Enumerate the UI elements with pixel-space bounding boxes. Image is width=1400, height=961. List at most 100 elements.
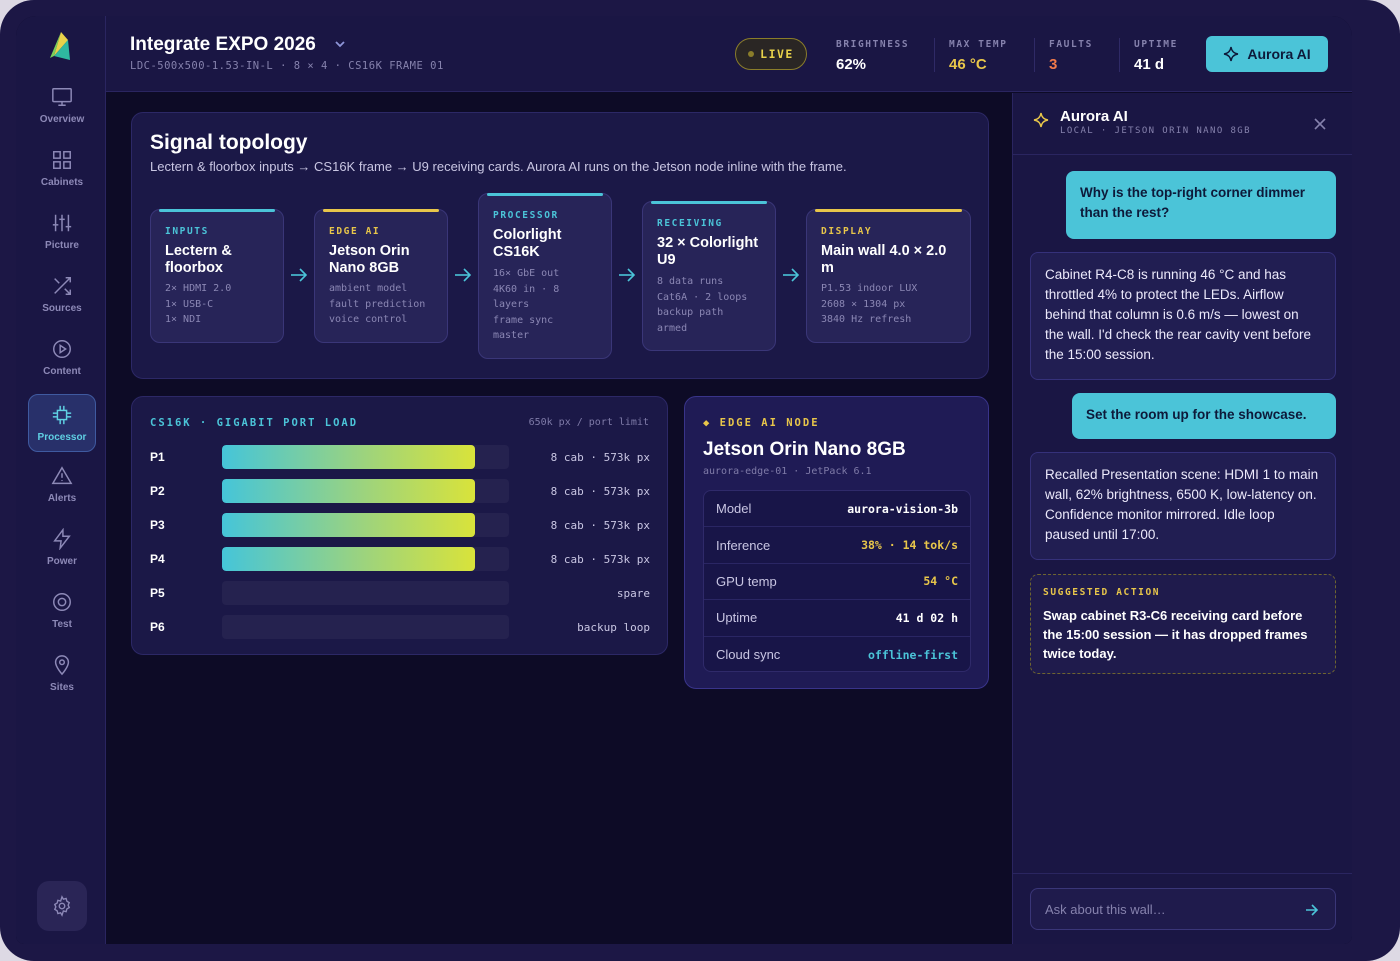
port-name: P6 [150,620,165,634]
signal-topology-card: Signal topology Lectern & floorbox input… [131,112,989,379]
play-circle-icon [53,339,71,358]
edge-ai-node-header-label: EDGE AI NODE [719,417,820,429]
sidebar-item-overview[interactable]: Overview [28,76,96,134]
node-tag: INPUTS [165,226,209,237]
node-accent-bar [159,209,275,212]
gear-icon [53,895,71,917]
sidebar: Overview Cabinets Picture Sources Conten… [16,16,106,944]
topology-node-inputs[interactable]: INPUTS Lectern & floorbox 2× HDMI 2.0 1×… [150,209,284,343]
arrow-right-icon [455,268,472,282]
grid-icon [53,150,71,169]
property-value: aurora-vision-3b [847,501,958,516]
suggested-action-label: SUGGESTED ACTION [1043,587,1161,598]
node-detail: 2× HDMI 2.0 1× USB-C 1× NDI [165,283,232,325]
topology-node-edge-ai[interactable]: EDGE AI Jetson Orin Nano 8GB ambient mod… [314,209,448,343]
sidebar-item-content[interactable]: Content [28,328,96,386]
ai-panel-subtitle: LOCAL · JETSON ORIN NANO 8GB [1060,126,1251,136]
sidebar-item-test[interactable]: Test [28,581,96,639]
warning-icon [51,465,73,484]
ai-panel-header: Aurora AI LOCAL · JETSON ORIN NANO 8GB [1013,93,1352,155]
port-row: P3 8 cab · 573k px [150,513,650,537]
port-load-limit: 650k px / port limit [528,417,649,428]
node-tag: RECEIVING [657,218,723,229]
sidebar-item-label: Overview [39,113,85,125]
node-title: Lectern & floorbox [165,243,232,276]
port-load-bar [222,513,475,537]
stat-divider [1034,38,1035,72]
topology-subtitle: Lectern & floorbox inputs → CS16K frame … [150,159,847,174]
sidebar-item-processor[interactable]: Processor [28,394,96,452]
sidebar-item-sites[interactable]: Sites [28,644,96,702]
port-load-title: CS16K · GIGABIT PORT LOAD [150,417,359,429]
node-tag: EDGE AI [329,226,381,237]
property-key: Model [716,501,752,517]
node-title: Main wall 4.0 × 2.0 m [821,243,947,276]
port-name: P3 [150,518,165,532]
stat-max-temp: MAX TEMP 46 °C [949,39,1008,73]
stat-uptime: UPTIME 41 d [1134,39,1178,73]
close-icon[interactable] [1313,117,1327,131]
port-load-value: 8 cab · 573k px [550,451,650,464]
sidebar-item-label: Power [46,555,77,567]
aurora-ai-button[interactable]: Aurora AI [1206,36,1328,72]
port-load-bar [222,479,475,503]
project-title[interactable]: Integrate EXPO 2026 [130,34,316,55]
app-screen: Overview Cabinets Picture Sources Conten… [16,16,1352,944]
top-header: Integrate EXPO 2026 LDC-500x500-1.53-IN-… [106,16,1352,92]
edge-node-title: Jetson Orin Nano 8GB [703,439,906,460]
sidebar-item-power[interactable]: Power [28,518,96,576]
sidebar-item-alerts[interactable]: Alerts [28,455,96,513]
topology-node-display[interactable]: DISPLAY Main wall 4.0 × 2.0 m P1.53 indo… [806,209,971,343]
sidebar-item-sources[interactable]: Sources [28,265,96,323]
user-message: Why is the top-right corner dimmer than … [1066,171,1336,239]
port-load-track [222,513,509,537]
node-accent-bar [323,209,439,212]
sparkle-icon [1033,112,1049,128]
send-arrow-icon[interactable] [1305,903,1319,917]
port-load-track [222,547,509,571]
property-value: 41 d 02 h [895,610,958,625]
sidebar-item-picture[interactable]: Picture [28,202,96,260]
property-row: Inference 38% · 14 tok/s [704,527,970,564]
topology-node-receiving[interactable]: RECEIVING 32 × Colorlight U9 8 data runs… [642,201,776,351]
node-accent-bar [487,193,603,196]
pin-icon [54,654,70,675]
ask-input[interactable] [1045,889,1295,929]
live-dot-icon [748,51,755,57]
sparkle-icon [1224,46,1239,62]
port-load-card: CS16K · GIGABIT PORT LOAD 650k px / port… [131,396,668,655]
sidebar-item-label: Content [43,365,81,377]
port-name: P2 [150,484,165,498]
node-tag: DISPLAY [821,226,873,237]
node-title: Colorlight CS16K [493,227,562,260]
sidebar-item-label: Alerts [47,492,77,504]
live-badge: LIVE [735,38,807,70]
aurora-ai-button-label: Aurora AI [1247,46,1311,62]
ai-panel-title: Aurora AI [1060,108,1128,125]
assistant-message: Cabinet R4-C8 is running 46 °C and has t… [1030,252,1336,380]
property-row: Model aurora-vision-3b [704,491,970,528]
port-name: P1 [150,450,165,464]
chevron-down-icon[interactable] [334,38,346,50]
edge-ai-node-header: ◆ EDGE AI NODE [703,417,820,429]
port-row: P4 8 cab · 573k px [150,547,650,571]
port-name: P4 [150,552,165,566]
arrow-right-icon [783,268,800,282]
user-message: Set the room up for the showcase. [1072,393,1336,439]
port-row: P2 8 cab · 573k px [150,479,650,503]
bolt-icon [53,527,71,550]
ask-box [1030,888,1336,930]
sidebar-item-label: Test [52,618,72,630]
live-label: LIVE [760,47,794,61]
suggested-action-card[interactable]: SUGGESTED ACTION Swap cabinet R3-C6 rece… [1030,574,1336,674]
topology-node-processor[interactable]: PROCESSOR Colorlight CS16K 16× GbE out 4… [478,193,612,359]
property-row: Cloud sync offline-first [704,637,970,671]
stat-value: 3 [1049,56,1058,73]
edge-node-subtitle: aurora-edge-01 · JetPack 6.1 [703,466,872,477]
port-load-track [222,581,509,605]
sidebar-item-cabinets[interactable]: Cabinets [28,139,96,197]
stat-brightness: BRIGHTNESS 62% [836,39,909,73]
settings-button[interactable] [37,881,87,931]
topology-title: Signal topology [150,131,308,154]
port-load-bar [222,445,475,469]
